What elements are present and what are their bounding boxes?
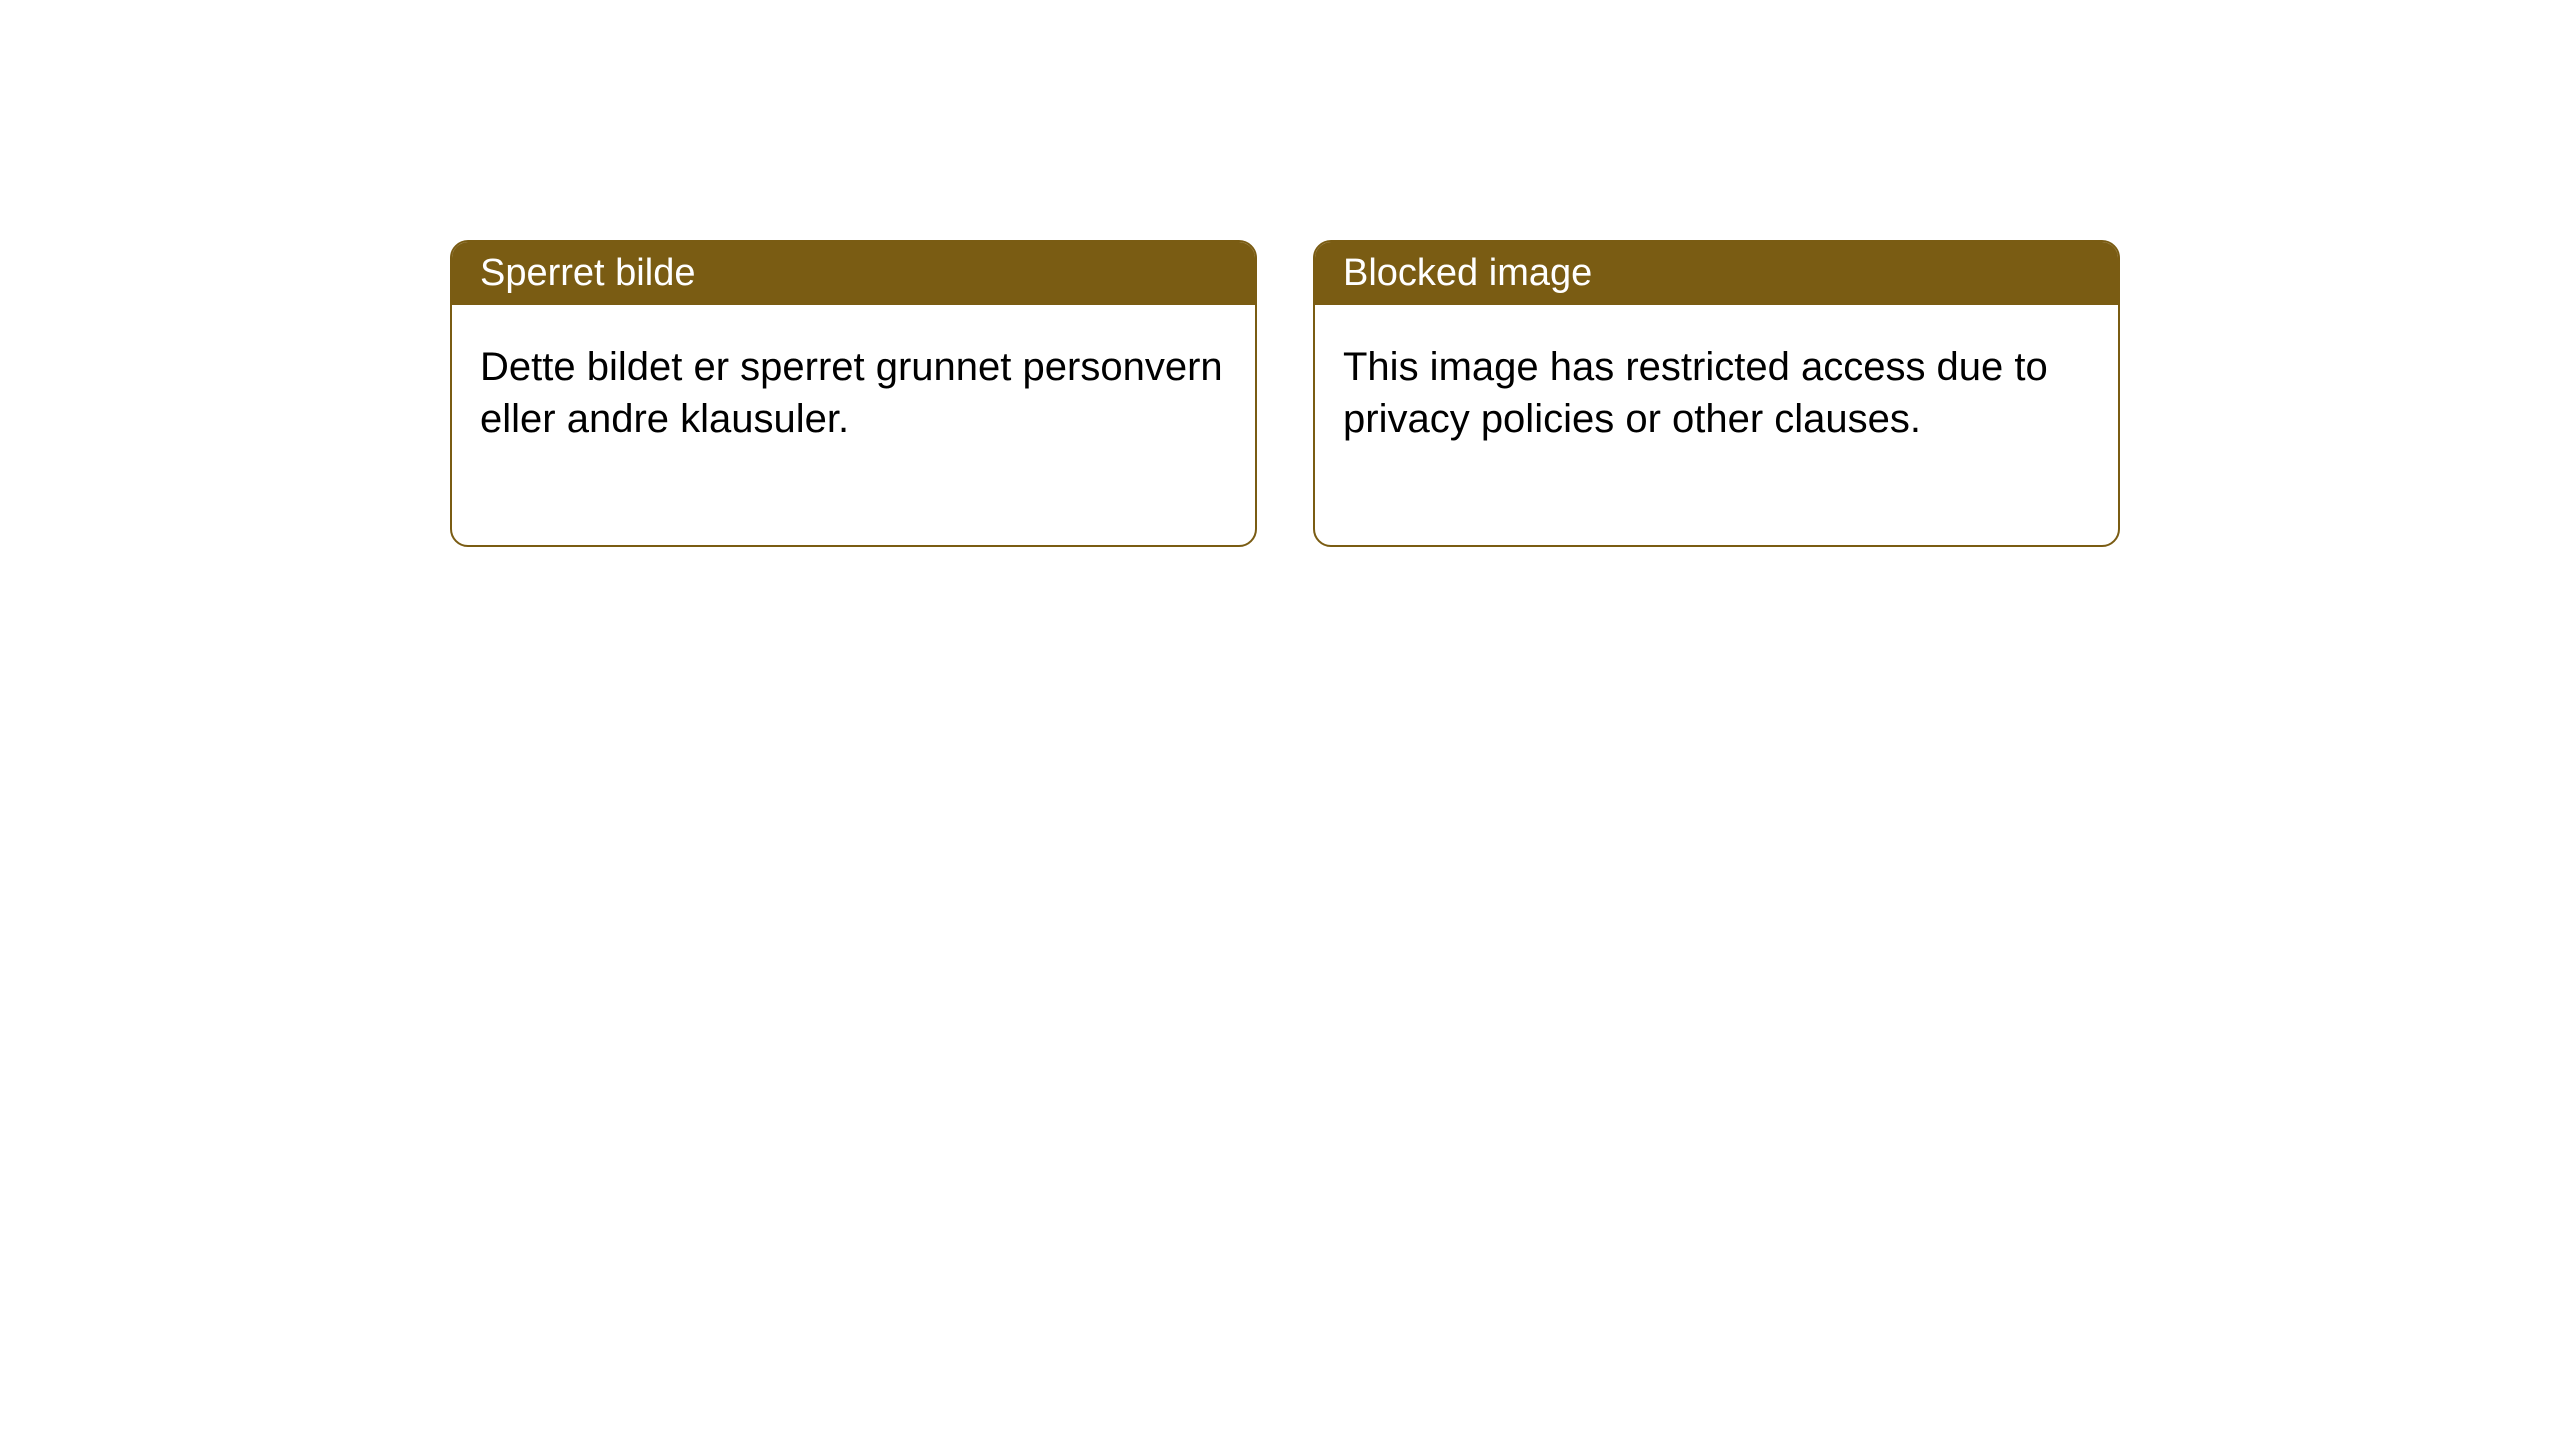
notice-header: Blocked image (1315, 242, 2118, 305)
notice-body: Dette bildet er sperret grunnet personve… (452, 305, 1255, 545)
notice-container: Sperret bilde Dette bildet er sperret gr… (0, 0, 2560, 547)
notice-card-norwegian: Sperret bilde Dette bildet er sperret gr… (450, 240, 1257, 547)
notice-body: This image has restricted access due to … (1315, 305, 2118, 545)
notice-header: Sperret bilde (452, 242, 1255, 305)
notice-card-english: Blocked image This image has restricted … (1313, 240, 2120, 547)
